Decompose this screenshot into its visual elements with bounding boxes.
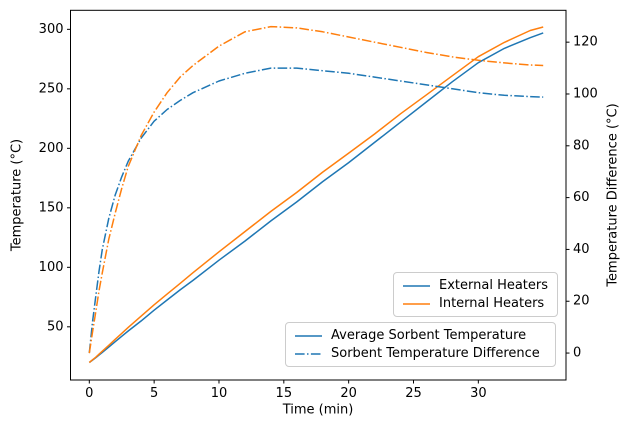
legend-item-label: External Heaters — [439, 278, 549, 293]
axes-spines — [70, 9, 567, 381]
y-right-tick-label: 40 — [573, 242, 590, 257]
y-right-tick-label: 80 — [573, 138, 590, 153]
legend-line-sample — [295, 334, 322, 337]
y-right-tick-label: 60 — [573, 190, 590, 205]
legend-item-average-sorbent-temperature: Average Sorbent Temperature — [295, 328, 547, 343]
y-axis-label-left: Temperature (°C) — [9, 138, 25, 252]
legend-sorbent: Average Sorbent Temperature Sorbent Temp… — [285, 322, 556, 367]
series-line-3 — [88, 25, 544, 354]
y-axis-label-right: Temperature Difference (°C) — [605, 103, 621, 287]
y-right-tick-label: 120 — [573, 35, 598, 50]
legend-item-label: Internal Heaters — [439, 296, 545, 311]
y-left-tick-label: 300 — [39, 22, 64, 37]
y-left-tick-label: 50 — [47, 319, 64, 334]
y-left-tick-label: 100 — [39, 260, 64, 275]
legend-item-label: Sorbent Temperature Difference — [331, 346, 540, 361]
y-left-tick-label: 150 — [39, 200, 64, 215]
x-tick-label: 5 — [150, 386, 158, 401]
x-axis-label: Time (min) — [282, 402, 354, 418]
series-line-1 — [88, 26, 544, 364]
legend-item-external-heaters: External Heaters — [403, 278, 549, 293]
y-left-tick-label: 250 — [39, 81, 64, 96]
x-tick-label: 0 — [85, 386, 93, 401]
legend-line-sample — [403, 302, 430, 305]
series-line-2 — [88, 67, 544, 354]
x-tick-label: 30 — [470, 386, 487, 401]
y-left-tick-label: 200 — [39, 141, 64, 156]
legend-item-internal-heaters: Internal Heaters — [403, 296, 549, 311]
x-tick-label: 15 — [276, 386, 293, 401]
y-right-tick-label: 20 — [573, 294, 590, 309]
x-tick-label: 10 — [211, 386, 228, 401]
x-tick-label: 25 — [405, 386, 422, 401]
y-right-tick-label: 0 — [573, 346, 581, 361]
x-tick-label: 20 — [340, 386, 357, 401]
series-line-0 — [88, 32, 544, 364]
legend-item-sorbent-temperature-difference: Sorbent Temperature Difference — [295, 346, 547, 361]
legend-line-sample — [295, 352, 322, 355]
legend-line-sample — [403, 284, 430, 287]
legend-heaters: External Heaters Internal Heaters — [393, 272, 558, 317]
y-right-tick-label: 100 — [573, 86, 598, 101]
legend-item-label: Average Sorbent Temperature — [331, 328, 527, 343]
